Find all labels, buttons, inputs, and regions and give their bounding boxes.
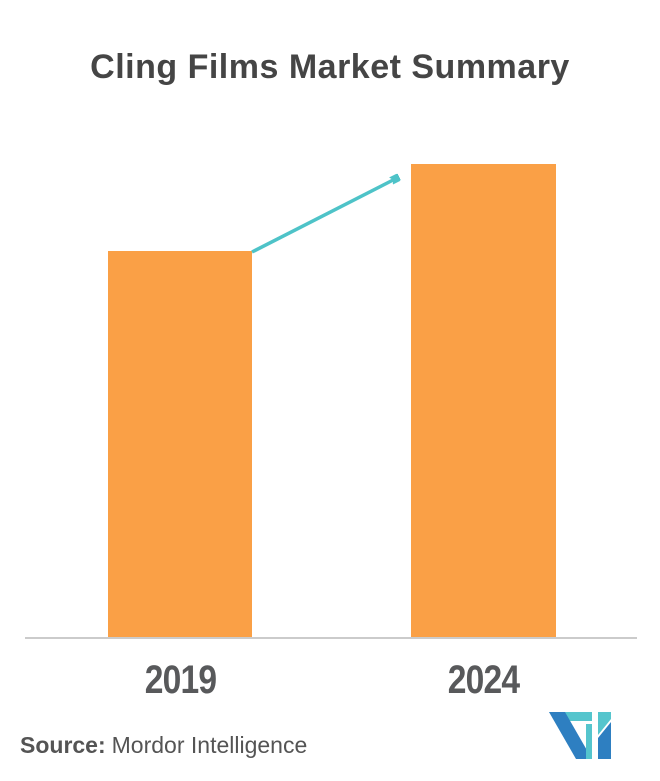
logo-i-body: [598, 722, 611, 759]
x-tick-2024-text: 2024: [447, 658, 520, 702]
x-tick-2024: 2024: [411, 658, 556, 703]
source-label: Source:: [20, 732, 106, 758]
logo-m-right-leg: [586, 724, 592, 759]
x-tick-2019-text: 2019: [144, 658, 216, 702]
x-axis-line: [25, 637, 637, 639]
x-tick-2019: 2019: [108, 658, 252, 703]
chart-title: Cling Films Market Summary: [90, 48, 570, 86]
growth-arrow-line: [251, 178, 397, 254]
logo-m-diagonal: [549, 712, 592, 759]
bar-2024: [411, 164, 556, 638]
source-attribution: Source: Mordor Intelligence: [20, 732, 307, 759]
bar-2019: [108, 251, 252, 638]
mordor-intelligence-logo: [549, 712, 611, 759]
logo-i-cap: [598, 712, 611, 735]
source-text: Mordor Intelligence: [111, 732, 308, 758]
